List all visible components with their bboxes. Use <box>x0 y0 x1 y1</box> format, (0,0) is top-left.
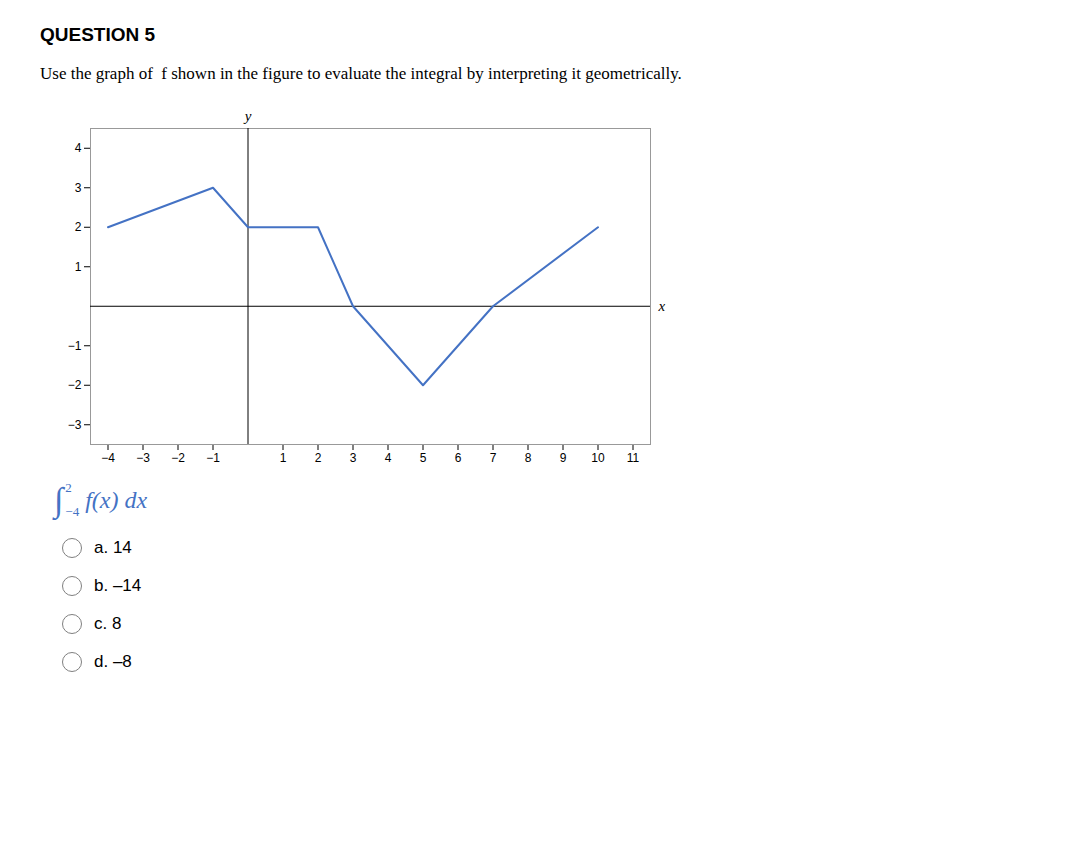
html-text:2: 2 <box>65 480 72 495</box>
svg-text:1: 1 <box>280 451 287 465</box>
svg-text:3: 3 <box>350 451 357 465</box>
html-text:a. 14: a. 14 <box>94 538 132 557</box>
svg-text:5: 5 <box>420 451 427 465</box>
svg-text:1: 1 <box>75 260 82 274</box>
svg-text:−2: −2 <box>68 378 82 392</box>
svg-text:6: 6 <box>455 451 462 465</box>
svg-text:4: 4 <box>385 451 392 465</box>
svg-text:7: 7 <box>490 451 497 465</box>
svg-text:8: 8 <box>525 451 532 465</box>
svg-text:9: 9 <box>560 451 567 465</box>
svg-text:−4: −4 <box>101 451 115 465</box>
svg-text:−1: −1 <box>68 339 82 353</box>
svg-text:2: 2 <box>315 451 322 465</box>
svg-text:2: 2 <box>75 220 82 234</box>
svg-text:10: 10 <box>591 451 605 465</box>
svg-text:−3: −3 <box>68 418 82 432</box>
html-text:c. 8: c. 8 <box>94 614 122 633</box>
svg-text:−3: −3 <box>136 451 150 465</box>
html-text:b. –14: b. –14 <box>94 576 142 595</box>
html-text:Use the graph of f shown in th: Use the graph of f shown in the figure t… <box>40 64 682 83</box>
svg-text:−2: −2 <box>171 451 185 465</box>
svg-text:11: 11 <box>627 451 640 465</box>
svg-text:4: 4 <box>75 141 82 155</box>
html-text:−4 f(x) dx: −4 f(x) dx <box>65 486 148 519</box>
html-text:QUESTION 5: QUESTION 5 <box>40 24 156 45</box>
svg-text:−1: −1 <box>206 451 220 465</box>
html-text:d. –8: d. –8 <box>94 652 132 671</box>
svg-text:3: 3 <box>75 181 82 195</box>
svg-text:x: x <box>658 298 666 314</box>
svg-text:y: y <box>243 108 252 124</box>
